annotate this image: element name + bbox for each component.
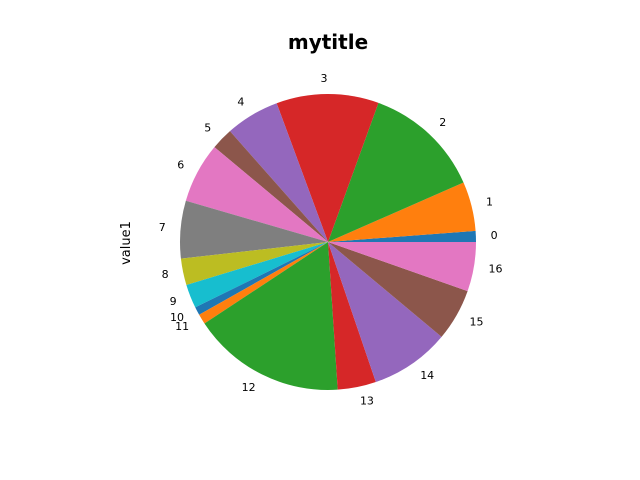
slice-label-1: 1 [486, 196, 493, 209]
slice-label-7: 7 [159, 221, 166, 234]
slice-label-3: 3 [320, 72, 327, 85]
pie-slice-13 [328, 242, 376, 390]
slice-label-12: 12 [242, 381, 256, 394]
pie-slices [179, 93, 477, 391]
pie-slice-15 [328, 242, 468, 337]
slice-label-10: 10 [170, 311, 184, 324]
pie-slice-10 [195, 242, 328, 315]
slice-label-6: 6 [177, 159, 184, 172]
y-axis-label: value1 [119, 221, 134, 265]
pie-slice-7 [179, 200, 328, 259]
slice-label-11: 11 [175, 320, 189, 333]
slice-label-2: 2 [439, 116, 446, 129]
pie-slice-4 [229, 103, 328, 242]
slice-label-14: 14 [420, 369, 434, 382]
pie-slice-8 [180, 242, 328, 285]
slice-label-16: 16 [488, 262, 502, 275]
pie-slice-9 [186, 242, 328, 308]
pie-slice-3 [276, 93, 379, 242]
pie-slice-5 [214, 131, 328, 242]
pie-slice-6 [185, 147, 328, 242]
slice-label-8: 8 [162, 268, 169, 281]
pie-slice-0 [328, 230, 476, 242]
pie-slice-16 [328, 242, 477, 292]
slice-label-15: 15 [470, 316, 484, 329]
pie-slice-14 [328, 242, 442, 383]
chart-title: mytitle [288, 30, 368, 54]
slice-label-13: 13 [360, 395, 374, 408]
pie-slice-11 [199, 242, 328, 324]
pie-slice-1 [328, 182, 476, 242]
slice-label-9: 9 [170, 295, 177, 308]
slice-label-5: 5 [204, 122, 211, 135]
pie-slice-12 [204, 242, 338, 391]
pie-slice-2 [328, 102, 464, 243]
slice-label-4: 4 [237, 95, 244, 108]
slice-label-0: 0 [491, 229, 498, 242]
